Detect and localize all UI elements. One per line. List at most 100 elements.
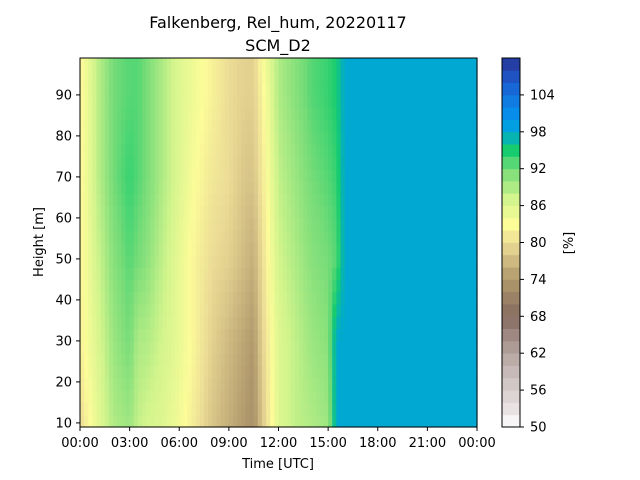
heatmap-cell [373, 181, 379, 194]
heatmap-cell [468, 340, 474, 354]
heatmap-cell [125, 365, 131, 379]
heatmap-cell [423, 316, 428, 330]
heatmap-cell [241, 340, 247, 354]
heatmap-cell [290, 279, 296, 293]
heatmap-cell [381, 144, 387, 157]
heatmap-cell [357, 316, 362, 330]
heatmap-cell [423, 205, 428, 219]
heatmap-cell [340, 316, 346, 330]
heatmap-cell [270, 328, 275, 342]
heatmap-cell [170, 267, 176, 280]
heatmap-cell [406, 193, 412, 207]
heatmap-cell [108, 107, 114, 121]
heatmap-cell [212, 230, 218, 244]
heatmap-cell [220, 279, 226, 293]
heatmap-cell [295, 131, 300, 145]
heatmap-cell [125, 242, 131, 256]
heatmap-cell [299, 131, 304, 145]
heatmap-cell [92, 254, 98, 268]
heatmap-cell [402, 230, 408, 244]
heatmap-cell [208, 230, 213, 244]
heatmap-cell [315, 316, 321, 330]
heatmap-cell [270, 58, 275, 71]
heatmap-cell [253, 279, 259, 293]
heatmap-cell [224, 205, 230, 219]
heatmap-cell [80, 94, 85, 108]
heatmap-cell [220, 168, 226, 182]
heatmap-cell [390, 328, 395, 342]
heatmap-cell [142, 58, 147, 71]
heatmap-cell [96, 82, 102, 96]
heatmap-cell [257, 181, 263, 194]
heatmap-cell [278, 193, 284, 207]
heatmap-cell [414, 414, 420, 428]
colorbar-segment [502, 107, 520, 120]
heatmap-cell [216, 353, 222, 367]
heatmap-cell [328, 291, 333, 305]
heatmap-cell [154, 156, 160, 170]
heatmap-cell [394, 242, 400, 256]
heatmap-cell [92, 217, 98, 231]
heatmap-cell [414, 119, 420, 133]
heatmap-cell [133, 353, 139, 367]
heatmap-cell [402, 181, 408, 194]
heatmap-cell [80, 353, 85, 367]
heatmap-cell [170, 193, 176, 207]
heatmap-cell [402, 377, 408, 391]
heatmap-cell [104, 58, 110, 71]
heatmap-cell [233, 279, 238, 293]
heatmap-cell [88, 254, 94, 268]
heatmap-cell [104, 131, 110, 145]
heatmap-cell [456, 365, 462, 379]
heatmap-cell [88, 402, 94, 416]
heatmap-cell [452, 267, 457, 280]
heatmap-cell [381, 267, 387, 280]
heatmap-cell [423, 390, 428, 403]
heatmap-cell [199, 181, 205, 194]
heatmap-cell [406, 304, 412, 317]
heatmap-cell [88, 94, 94, 108]
heatmap-cell [142, 144, 147, 157]
heatmap-cell [253, 107, 259, 121]
heatmap-cell [137, 205, 143, 219]
heatmap-cell [307, 193, 313, 207]
heatmap-cell [154, 390, 160, 403]
heatmap-cell [274, 377, 280, 391]
heatmap-cell [133, 390, 139, 403]
heatmap-cell [390, 144, 395, 157]
colorbar-segment [502, 291, 520, 305]
heatmap-cell [410, 193, 416, 207]
heatmap-cell [129, 390, 135, 403]
heatmap-cell [464, 119, 470, 133]
heatmap-cell [295, 70, 300, 84]
heatmap-cell [92, 131, 98, 145]
heatmap-cell [295, 328, 300, 342]
heatmap-cell [410, 131, 416, 145]
heatmap-cell [423, 82, 428, 96]
heatmap-cell [133, 119, 139, 133]
heatmap-cell [352, 279, 358, 293]
heatmap-cell [365, 279, 371, 293]
heatmap-cell [323, 340, 329, 354]
heatmap-cell [390, 168, 395, 182]
heatmap-cell [431, 340, 437, 354]
heatmap-cell [295, 254, 300, 268]
heatmap-cell [129, 304, 135, 317]
heatmap-cell [146, 304, 151, 317]
heatmap-cell [336, 328, 342, 342]
heatmap-cell [237, 217, 242, 231]
heatmap-cell [266, 58, 271, 71]
heatmap-cell [464, 107, 470, 121]
heatmap-cell [257, 242, 263, 256]
heatmap-cell [386, 402, 391, 416]
heatmap-cell [332, 414, 337, 428]
heatmap-cell [224, 193, 230, 207]
heatmap-cell [88, 377, 94, 391]
heatmap-cell [282, 144, 288, 157]
heatmap-cell [199, 217, 205, 231]
heatmap-cell [315, 365, 321, 379]
heatmap-cell [332, 316, 337, 330]
heatmap-cell [398, 414, 404, 428]
heatmap-cell [117, 217, 122, 231]
heatmap-cell [456, 217, 462, 231]
